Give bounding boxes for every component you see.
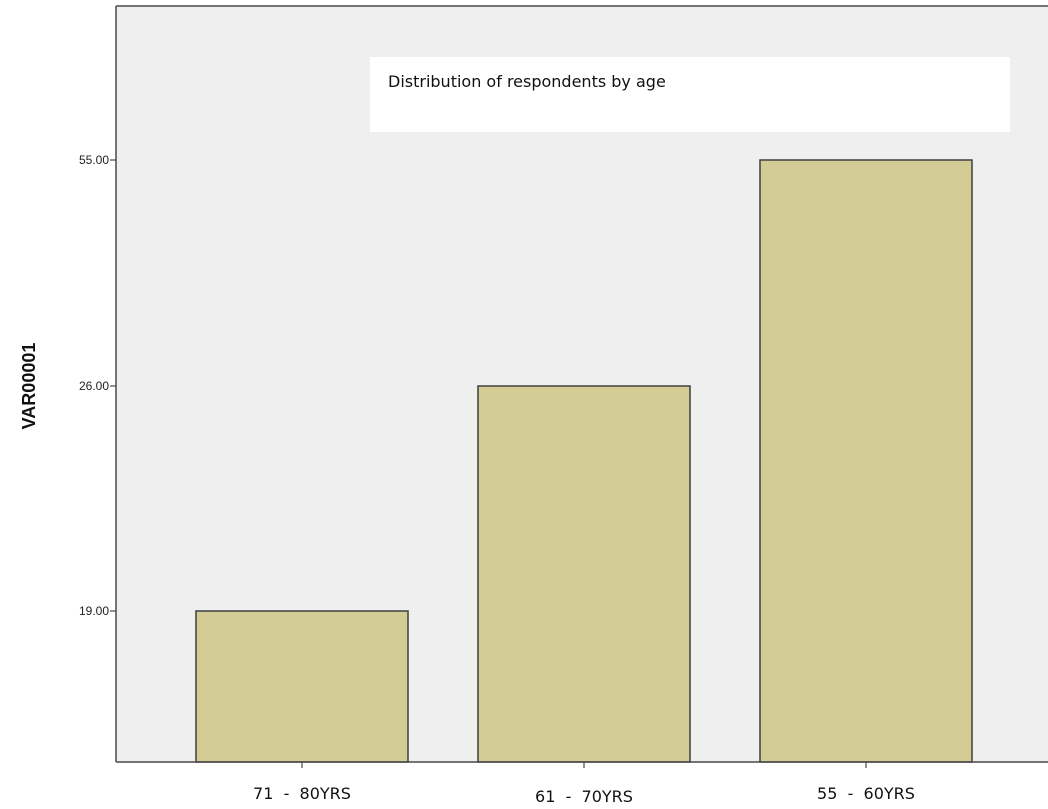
x-tick-label: 71 - 80YRS — [253, 784, 351, 803]
y-axis-title: VAR00001 — [19, 343, 39, 430]
bar-2 — [477, 385, 691, 763]
x-tick-label: 55 - 60YRS — [817, 784, 915, 803]
bars-group — [195, 159, 973, 763]
chart-title: Distribution of respondents by age — [388, 72, 666, 91]
title-box — [370, 57, 1010, 132]
bar-3 — [759, 159, 973, 763]
x-ticks-group: 71 - 80YRS 61 - 70YRS 55 - 60YRS — [253, 762, 915, 806]
x-tick-label: 61 - 70YRS — [535, 787, 633, 806]
y-tick-label: 26.00 — [79, 379, 109, 393]
y-tick-label: 19.00 — [79, 604, 109, 618]
bar-1 — [195, 610, 409, 763]
y-tick-label: 55.00 — [79, 153, 109, 167]
y-ticks-group: 19.00 26.00 55.00 — [79, 153, 116, 618]
